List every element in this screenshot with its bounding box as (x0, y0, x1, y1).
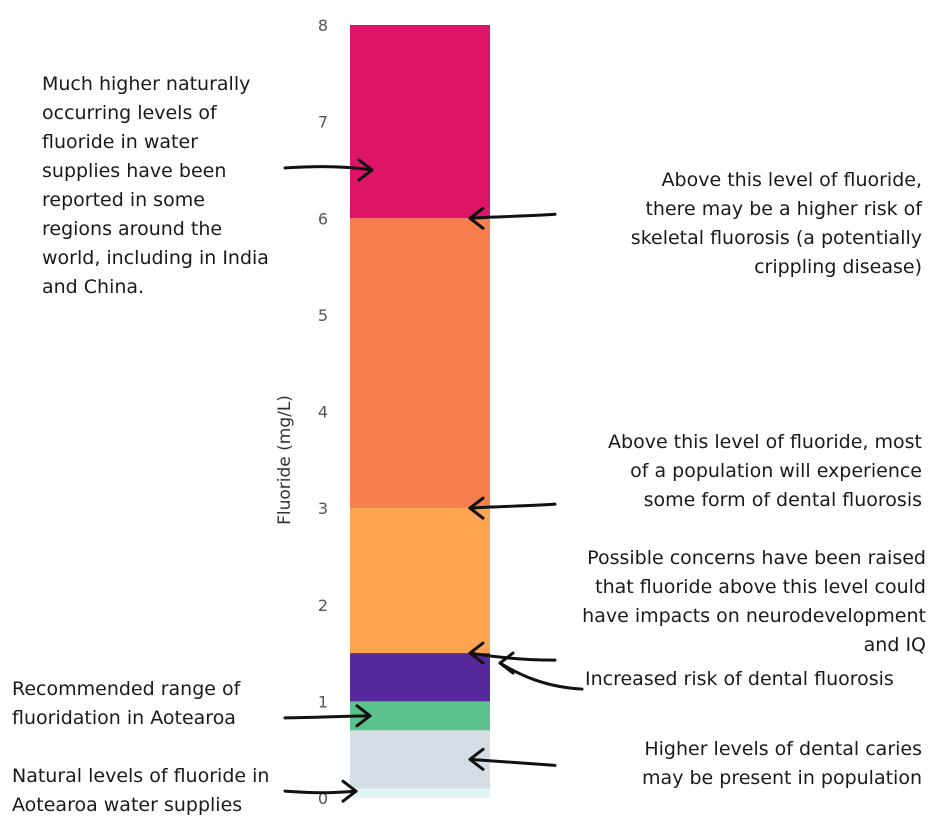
annotation-worldwide-high-levels: Much higher naturally occurring levels o… (42, 73, 269, 298)
y-axis-label: Fluoride (mg/L) (275, 395, 295, 525)
annotation-dental-fluorosis-population: Above this level of fluoride, most of a … (608, 431, 922, 511)
arrow-dental-caries (468, 747, 557, 771)
arrow-increased-fluorosis (498, 651, 584, 691)
band-5 (350, 218, 490, 509)
band-6 (350, 25, 490, 219)
y-tick-label: 6 (318, 209, 328, 228)
annotation-natural-levels: Natural levels of fluoride in Aotearoa w… (12, 765, 270, 816)
y-tick-label: 4 (318, 403, 328, 422)
arrow-natural-levels (283, 779, 358, 803)
band-2 (350, 701, 490, 731)
annotation-recommended-range: Recommended range of fluoridation in Aot… (12, 678, 241, 729)
y-tick-label: 3 (318, 499, 328, 518)
y-tick-label: 5 (318, 306, 328, 325)
y-tick-label: 0 (318, 789, 328, 808)
annotation-neurodevelopment-concerns: Possible concerns have been raised that … (582, 547, 926, 656)
y-tick-label: 2 (318, 596, 328, 615)
band-4 (350, 508, 490, 654)
y-tick-label: 1 (318, 692, 328, 711)
annotation-increased-dental-fluorosis: Increased risk of dental fluorosis (585, 668, 894, 690)
annotation-skeletal-fluorosis: Above this level of fluoride, there may … (630, 169, 922, 278)
annotation-dental-caries: Higher levels of dental caries may be pr… (642, 738, 922, 789)
band-3 (350, 653, 490, 702)
band-0 (350, 788, 490, 798)
y-tick-label: 8 (318, 16, 328, 35)
arrow-recommended-range (283, 704, 372, 728)
arrow-skeletal-fluorosis (468, 206, 557, 230)
band-1 (350, 730, 490, 789)
arrow-dental-fluorosis-population (468, 496, 557, 520)
y-tick-label: 7 (318, 113, 328, 132)
arrow-neurodevelopment (468, 641, 557, 665)
arrow-worldwide (283, 158, 374, 182)
